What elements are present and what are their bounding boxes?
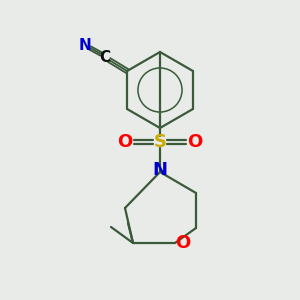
Text: O: O	[176, 234, 190, 252]
Text: O: O	[188, 133, 202, 151]
Text: N: N	[152, 161, 167, 179]
Text: O: O	[117, 133, 133, 151]
Text: S: S	[154, 133, 166, 151]
Text: N: N	[79, 38, 92, 52]
Text: C: C	[100, 50, 111, 64]
